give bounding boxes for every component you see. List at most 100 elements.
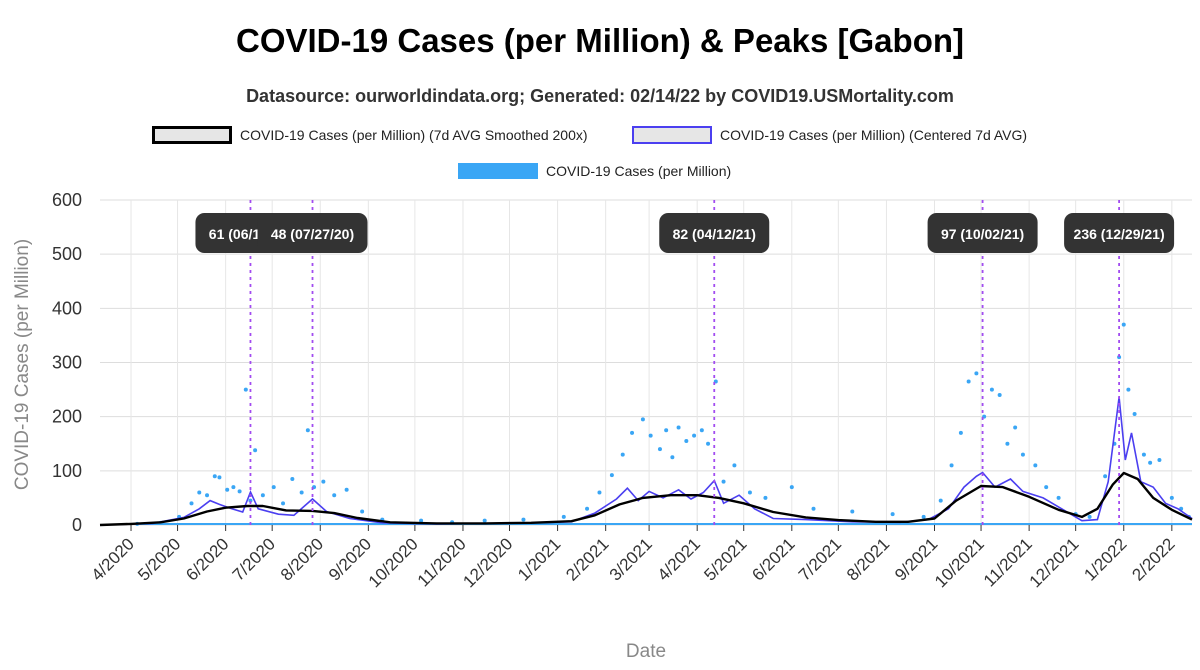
raw-data-point xyxy=(684,439,689,444)
y-axis-label: COVID-19 Cases (per Million) xyxy=(12,239,33,490)
raw-data-point xyxy=(747,490,752,495)
peak-label-box xyxy=(659,213,770,253)
peak-label-box xyxy=(1064,213,1175,253)
x-tick-label: 4/2021 xyxy=(654,534,704,584)
raw-data-point xyxy=(1044,485,1049,490)
raw-data-point xyxy=(657,447,662,452)
y-tick-label: 500 xyxy=(52,244,82,264)
peak-label-text: 82 (04/12/21) xyxy=(673,226,756,242)
x-tick-label: 6/2020 xyxy=(182,534,232,584)
x-tick-label: 6/2021 xyxy=(748,534,798,584)
legend-swatch-raw xyxy=(458,163,538,179)
x-tick-label: 10/2021 xyxy=(931,534,988,591)
raw-data-point xyxy=(212,474,217,479)
raw-data-point xyxy=(1087,514,1092,519)
raw-data-point xyxy=(299,490,304,495)
x-tick-label: 8/2020 xyxy=(277,534,327,584)
raw-data-point xyxy=(640,417,645,422)
legend-item-centered[interactable]: COVID-19 Cases (per Million) (Centered 7… xyxy=(632,126,1027,144)
raw-data-point xyxy=(1132,411,1137,416)
raw-data-point xyxy=(966,379,971,384)
y-tick-label: 200 xyxy=(52,407,82,427)
raw-data-point xyxy=(561,514,566,519)
raw-data-point xyxy=(938,498,943,503)
raw-data-point xyxy=(231,485,236,490)
y-tick-label: 0 xyxy=(72,515,82,535)
x-tick-label: 2/2021 xyxy=(562,534,612,584)
raw-data-point xyxy=(890,512,895,517)
raw-data-point xyxy=(260,493,265,498)
raw-data-point xyxy=(670,455,675,460)
x-tick-label: 2/2022 xyxy=(1128,534,1178,584)
raw-data-point xyxy=(1103,474,1108,479)
raw-data-point xyxy=(1141,452,1146,457)
raw-data-point xyxy=(648,433,653,438)
x-tick-label: 7/2021 xyxy=(795,534,845,584)
raw-data-point xyxy=(664,428,669,433)
legend-label-centered: COVID-19 Cases (per Million) (Centered 7… xyxy=(720,127,1028,143)
raw-data-point xyxy=(585,506,590,511)
raw-data-point xyxy=(197,490,202,495)
raw-data-point xyxy=(721,479,726,484)
raw-data-point xyxy=(271,485,276,490)
raw-data-point xyxy=(205,493,210,498)
raw-data-point xyxy=(1121,322,1126,327)
raw-data-point xyxy=(1013,425,1018,430)
raw-data-point xyxy=(1148,460,1153,465)
legend-item-smoothed[interactable]: COVID-19 Cases (per Million) (7d AVG Smo… xyxy=(152,126,588,144)
legend-label-raw: COVID-19 Cases (per Million) xyxy=(546,163,732,179)
raw-data-point xyxy=(789,485,794,490)
raw-data-point xyxy=(974,371,979,376)
raw-data-point xyxy=(706,441,711,446)
raw-data-point xyxy=(609,473,614,478)
raw-data-point xyxy=(332,493,337,498)
raw-data-point xyxy=(482,518,487,523)
raw-data-point xyxy=(699,428,704,433)
chart-title: COVID-19 Cases (per Million) & Peaks [Ga… xyxy=(236,22,964,59)
y-tick-label: 400 xyxy=(52,298,82,318)
raw-data-point xyxy=(1020,452,1025,457)
raw-data-point xyxy=(997,393,1002,397)
y-tick-label: 300 xyxy=(52,353,82,373)
legend-swatch-smoothed xyxy=(152,126,232,144)
raw-data-point xyxy=(189,501,194,506)
raw-data-point xyxy=(1126,387,1131,392)
legend-swatch-centered xyxy=(632,126,712,144)
smoothed-line xyxy=(99,471,1193,527)
y-tick-label: 100 xyxy=(52,461,82,481)
x-tick-label: 1/2022 xyxy=(1080,534,1130,584)
raw-data-point xyxy=(811,506,816,511)
peak-label-text: 48 (07/27/20) xyxy=(271,226,354,242)
x-tick-label: 11/2021 xyxy=(980,534,1036,590)
x-tick-label: 12/2020 xyxy=(459,534,516,591)
x-tick-label: 7/2020 xyxy=(229,534,279,584)
peak-label-box xyxy=(257,213,368,253)
chart-subtitle: Datasource: ourworldindata.org; Generate… xyxy=(246,86,954,106)
raw-data-point xyxy=(958,430,963,435)
raw-data-point xyxy=(521,517,526,522)
raw-data-point xyxy=(1005,441,1010,446)
raw-data-point xyxy=(360,509,365,514)
x-tick-label: 1/2021 xyxy=(514,534,564,584)
x-tick-label: 5/2020 xyxy=(134,534,184,584)
raw-data-point xyxy=(1033,463,1038,468)
y-tick-label: 600 xyxy=(52,190,82,210)
x-tick-label: 8/2021 xyxy=(843,534,893,584)
raw-data-point xyxy=(1117,355,1122,360)
raw-data-point xyxy=(419,518,424,523)
x-tick-label: 5/2021 xyxy=(700,534,750,584)
raw-data-point xyxy=(243,387,248,392)
raw-data-point xyxy=(597,490,602,495)
raw-data-point xyxy=(281,501,286,506)
raw-data-point xyxy=(248,498,253,503)
centered-avg-line xyxy=(99,397,1193,526)
raw-data-point xyxy=(253,448,258,453)
legend-item-raw[interactable]: COVID-19 Cases (per Million) xyxy=(458,163,731,179)
raw-data-point xyxy=(921,514,926,519)
x-tick-label: 3/2021 xyxy=(606,534,656,584)
raw-data-point xyxy=(225,487,230,492)
raw-data-point xyxy=(305,428,310,433)
raw-data-point xyxy=(1157,458,1162,462)
x-tick-label: 10/2020 xyxy=(365,534,422,591)
